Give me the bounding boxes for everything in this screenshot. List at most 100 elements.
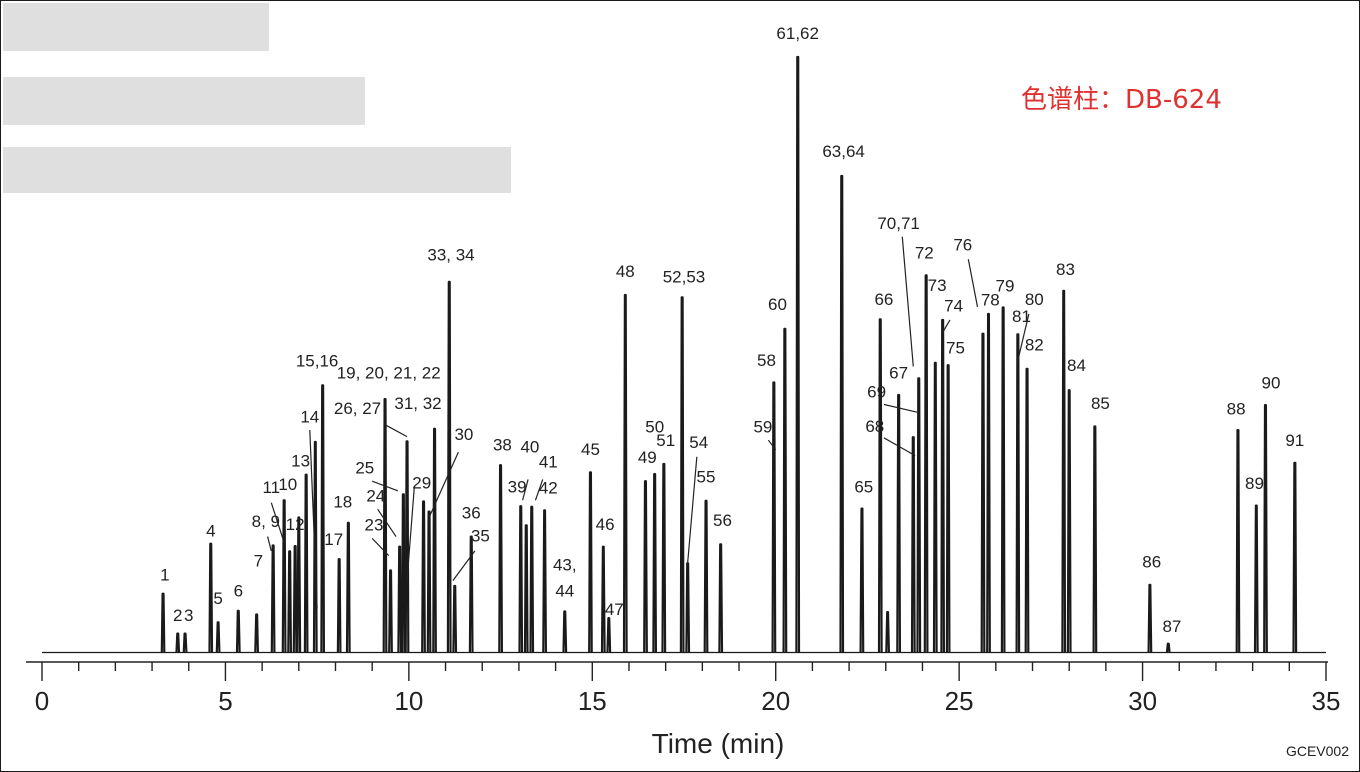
peak-label: 59 xyxy=(753,417,772,436)
peak-32 xyxy=(529,505,535,653)
figure-code: GCEV002 xyxy=(1286,743,1349,759)
peak-label: 74 xyxy=(944,297,963,316)
peak-56 xyxy=(923,274,929,653)
blurred-header-region xyxy=(3,3,511,193)
peak-label: 54 xyxy=(689,433,708,452)
peak-71 xyxy=(1253,504,1259,653)
peak-label: 75 xyxy=(946,338,965,357)
x-tick-label: 30 xyxy=(1128,686,1157,716)
peak-label: 90 xyxy=(1262,373,1281,392)
peak-15 xyxy=(320,384,325,653)
peak-2 xyxy=(175,632,181,653)
leader-line-10 xyxy=(428,451,459,518)
peak-label: 35 xyxy=(471,526,490,545)
peak-label: 11 xyxy=(262,478,280,497)
peak-18 xyxy=(382,398,388,653)
peak-51 xyxy=(877,318,883,653)
peak-73 xyxy=(1292,461,1298,653)
peak-59 xyxy=(945,364,951,653)
peak-16 xyxy=(336,558,342,653)
peak-19 xyxy=(388,569,393,653)
leader-line-1 xyxy=(270,502,285,543)
peak-49 xyxy=(839,174,845,653)
peak-10 xyxy=(287,550,292,653)
peak-label: 7 xyxy=(254,551,263,570)
peak-44 xyxy=(703,499,709,653)
peak-41 xyxy=(622,293,628,653)
peak-label: 63,64 xyxy=(822,142,865,161)
peak-label: 13 xyxy=(291,451,310,470)
peak-label: 24 xyxy=(366,487,385,506)
peak-label: 73 xyxy=(928,276,947,295)
peak-53 xyxy=(896,393,901,653)
peak-label: 81 xyxy=(1012,307,1031,326)
peak-label: 58 xyxy=(757,351,776,370)
peak-36 xyxy=(600,545,606,653)
peak-label: 3 xyxy=(184,606,193,625)
peak-label: 46 xyxy=(596,515,615,534)
peak-label: 12 xyxy=(286,515,305,534)
peak-64 xyxy=(1024,367,1030,653)
peak-48 xyxy=(795,55,801,653)
peak-label: 87 xyxy=(1162,617,1181,636)
x-tick-label: 5 xyxy=(218,686,232,716)
peak-7 xyxy=(254,613,259,653)
peak-25 xyxy=(432,427,437,653)
x-tick-label: 20 xyxy=(761,686,790,716)
leader-line-16 xyxy=(883,403,918,413)
peak-label: 18 xyxy=(333,492,352,511)
peak-label: 6 xyxy=(234,582,243,601)
leader-line-12 xyxy=(522,479,529,501)
peak-label: 60 xyxy=(768,295,787,314)
x-tick-label: 25 xyxy=(945,686,974,716)
peak-35 xyxy=(588,471,593,653)
peak-23 xyxy=(421,500,426,653)
peak-24 xyxy=(426,510,432,653)
leader-line-20 xyxy=(967,259,979,308)
leader-line-8 xyxy=(384,424,408,438)
peak-13 xyxy=(303,473,309,653)
peak-label: 40 xyxy=(520,438,539,457)
peak-label: 26, 27 xyxy=(334,399,381,418)
peak-label: 48 xyxy=(616,262,635,281)
peak-47 xyxy=(782,327,788,653)
leader-line-4 xyxy=(309,430,318,609)
peak-46 xyxy=(771,381,777,653)
leader-line-13 xyxy=(534,479,544,501)
peak-label: 38 xyxy=(493,435,512,454)
peak-label: 23 xyxy=(365,516,384,535)
peak-63 xyxy=(1015,333,1021,653)
peak-label: 52,53 xyxy=(663,268,706,287)
peak-label: 1 xyxy=(160,566,169,585)
peak-12 xyxy=(296,516,302,653)
peak-label: 43, xyxy=(553,556,577,575)
peak-label: 84 xyxy=(1067,356,1086,375)
peak-label: 42 xyxy=(539,479,558,498)
peak-label: 8, 9 xyxy=(252,512,280,531)
peak-26 xyxy=(446,280,452,653)
peak-label: 33, 34 xyxy=(427,246,474,265)
peak-34 xyxy=(562,610,568,653)
peak-20 xyxy=(397,545,403,653)
leader-line-15 xyxy=(767,439,777,451)
peak-8 xyxy=(270,544,276,653)
peak-label: 29 xyxy=(412,473,431,492)
peak-label: 30 xyxy=(454,425,473,444)
peak-label: 55 xyxy=(697,467,716,486)
peak-label: 31, 32 xyxy=(394,394,441,413)
peak-57 xyxy=(932,361,938,653)
peak-45 xyxy=(718,543,724,653)
peak-65 xyxy=(1061,289,1067,653)
peak-label: 15,16 xyxy=(296,351,339,370)
leader-line-18 xyxy=(901,236,914,367)
leader-lines-layer xyxy=(267,236,1030,609)
peak-label: 85 xyxy=(1091,394,1110,413)
peak-label: 10 xyxy=(278,475,297,494)
peak-50 xyxy=(859,507,865,653)
peaks-layer xyxy=(42,55,1326,654)
leader-line-21 xyxy=(1017,313,1030,361)
x-tick-label: 0 xyxy=(35,686,49,716)
peak-5 xyxy=(215,621,221,653)
